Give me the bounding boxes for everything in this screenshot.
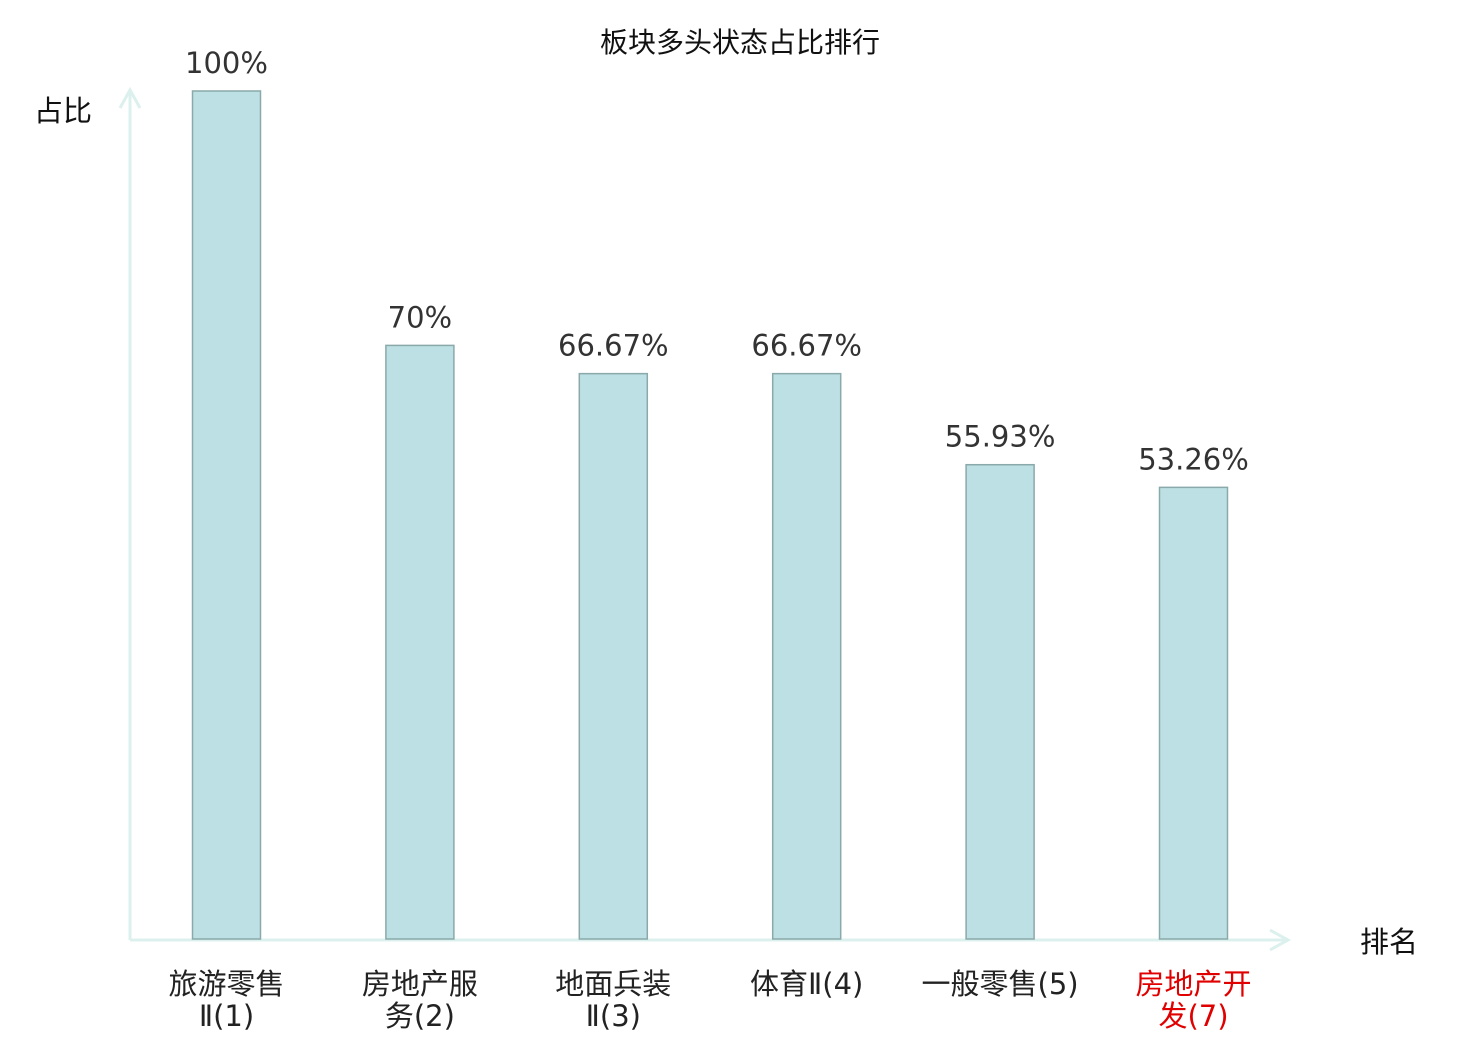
chart-title: 板块多头状态占比排行 bbox=[600, 26, 880, 59]
x-tick-label: 地面兵装 Ⅱ(3) bbox=[555, 967, 671, 1033]
x-tick-label: 房地产服务(2) bbox=[362, 967, 478, 1033]
x-tick-label: 旅游零售 Ⅱ(1) bbox=[168, 967, 284, 1033]
x-tick-label: 一般零售(5) bbox=[922, 967, 1079, 1001]
bar bbox=[385, 344, 455, 940]
x-axis-label: 排名 bbox=[1360, 925, 1418, 959]
data-label: 66.67% bbox=[751, 329, 862, 363]
x-tick-label: 房地产开发(7) bbox=[1135, 967, 1251, 1033]
axes bbox=[118, 86, 1292, 952]
bar bbox=[965, 463, 1035, 940]
bar bbox=[191, 90, 262, 940]
bar bbox=[1158, 486, 1229, 940]
x-axis-arrow-icon bbox=[1269, 928, 1292, 952]
bar bbox=[771, 372, 842, 940]
x-tick-label: 体育Ⅱ(4) bbox=[750, 967, 863, 1001]
data-label: 100% bbox=[185, 46, 268, 80]
data-label: 55.93% bbox=[945, 420, 1056, 454]
y-axis-label: 占比 bbox=[34, 94, 92, 128]
data-label: 70% bbox=[388, 300, 452, 334]
y-axis-arrow-icon bbox=[118, 86, 142, 109]
bar bbox=[578, 372, 649, 940]
data-label: 66.67% bbox=[558, 329, 669, 363]
data-label: 53.26% bbox=[1138, 442, 1249, 476]
